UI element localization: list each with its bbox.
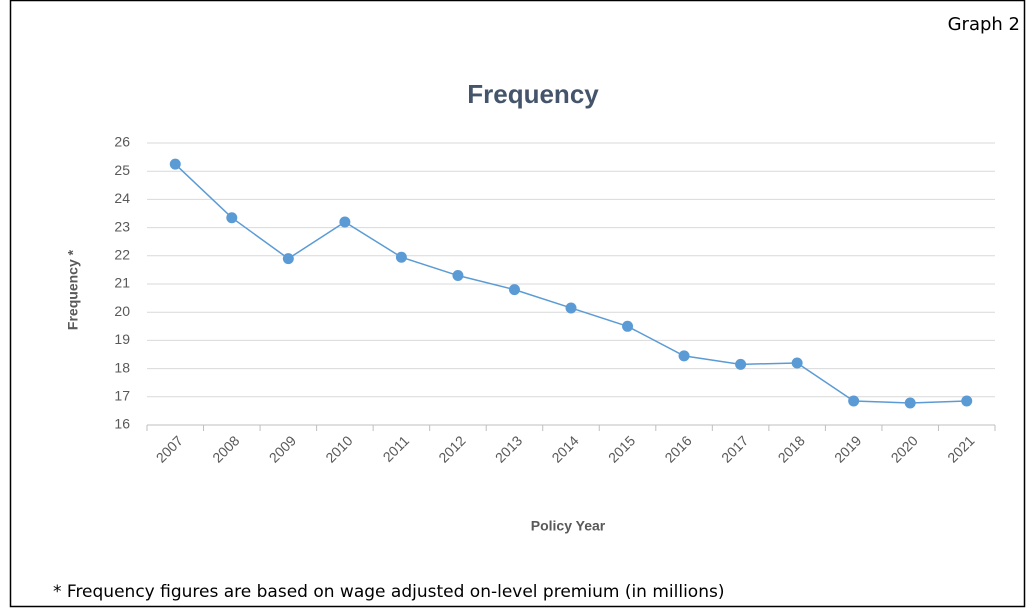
marker xyxy=(678,350,690,362)
y-tick-label: 17 xyxy=(114,388,130,404)
y-tick-label: 16 xyxy=(114,416,130,432)
marker xyxy=(565,302,577,314)
marker xyxy=(622,320,634,332)
marker xyxy=(452,270,464,282)
marker xyxy=(508,284,520,296)
y-tick-label: 23 xyxy=(114,218,130,234)
marker xyxy=(848,395,860,407)
y-tick-label: 22 xyxy=(114,247,130,263)
marker xyxy=(735,358,747,370)
marker xyxy=(282,253,294,265)
y-tick-label: 18 xyxy=(114,359,130,375)
chart-title: Frequency xyxy=(467,79,599,109)
marker xyxy=(169,158,181,170)
corner-label: Graph 2 xyxy=(948,14,1020,35)
marker xyxy=(791,357,803,369)
frame xyxy=(9,0,1026,608)
y-tick-label: 19 xyxy=(114,331,130,347)
x-axis-label: Policy Year xyxy=(531,518,606,534)
marker xyxy=(961,395,973,407)
y-tick-label: 20 xyxy=(114,303,130,319)
y-tick-label: 25 xyxy=(114,162,130,178)
marker xyxy=(226,212,238,224)
marker xyxy=(904,397,916,409)
y-tick-label: 21 xyxy=(114,275,130,291)
marker xyxy=(395,251,407,263)
marker xyxy=(339,216,351,228)
y-tick-label: 24 xyxy=(114,190,130,206)
y-tick-label: 26 xyxy=(114,134,130,150)
footnote: * Frequency figures are based on wage ad… xyxy=(53,582,724,602)
y-axis-label: Frequency * xyxy=(65,249,81,330)
